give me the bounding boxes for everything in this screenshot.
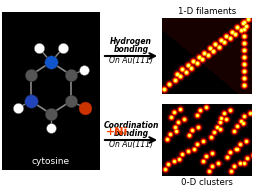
Point	[49, 126, 53, 129]
Text: +Ni: +Ni	[106, 127, 128, 137]
Point	[83, 106, 87, 109]
Text: bonding: bonding	[114, 46, 149, 54]
Text: 1-D filaments: 1-D filaments	[178, 7, 236, 16]
Point	[16, 106, 20, 109]
Text: cytosine: cytosine	[32, 157, 70, 167]
Text: bonding: bonding	[114, 129, 149, 139]
Text: Coordination: Coordination	[103, 122, 159, 130]
Text: On Au(111): On Au(111)	[109, 140, 153, 149]
Point	[29, 74, 33, 77]
Point	[49, 112, 53, 115]
Text: Hydrogen: Hydrogen	[110, 37, 152, 46]
Point	[82, 68, 86, 71]
Bar	[2, 12, 100, 170]
Point	[61, 46, 65, 50]
Point	[69, 74, 73, 77]
Point	[49, 60, 53, 64]
Point	[69, 99, 73, 102]
Point	[37, 46, 41, 50]
Text: 0-D clusters: 0-D clusters	[181, 178, 233, 187]
Text: On Au(111): On Au(111)	[109, 57, 153, 66]
Point	[29, 99, 33, 102]
